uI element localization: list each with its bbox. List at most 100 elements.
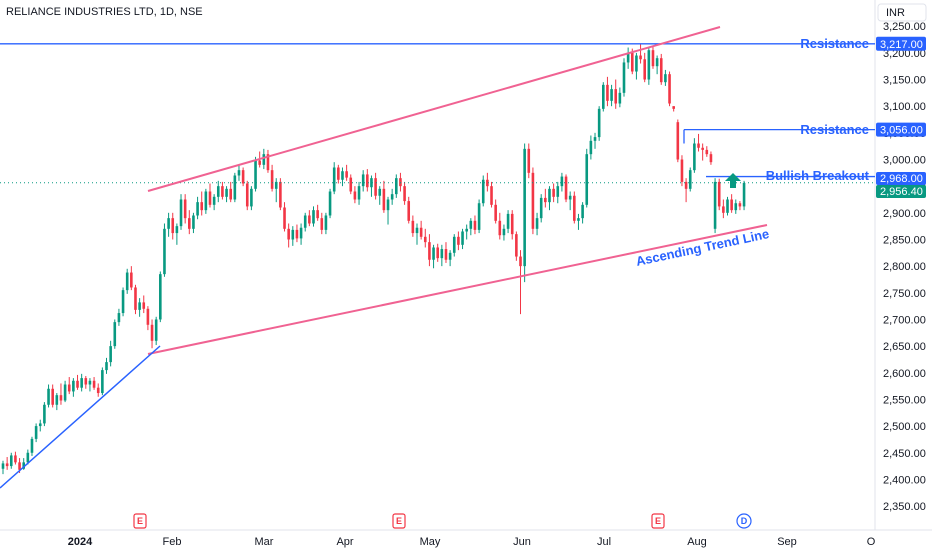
candle-body [142,302,146,309]
x-tick-label: Apr [336,536,353,548]
candle-body [43,404,46,424]
candle-body [655,58,659,67]
candle-body [494,204,497,221]
candle-body [113,322,117,347]
candle-body [647,50,651,80]
annotation-resistance-2: Resistance [800,122,869,137]
candle-body [486,179,489,187]
x-tick-label: Jun [513,536,531,548]
candle-body [403,186,406,202]
candle-body [461,231,464,245]
y-tick-label: 2,400.00 [883,474,926,486]
candle-body [163,228,166,275]
candle-body [626,52,630,63]
candle-body [92,380,96,388]
currency-selector[interactable]: INR [877,3,927,22]
price-tag-3217-bg [876,36,926,51]
earnings-marker-label: E [396,516,402,526]
candle-body [341,171,344,180]
candle-body [299,227,303,239]
candle-body [614,89,618,104]
candle-body [705,149,709,155]
candle-body [444,249,448,260]
candle-body [742,182,746,207]
y-tick-label: 2,750.00 [883,288,926,300]
candle-body [146,308,150,325]
currency-label: INR [886,7,905,19]
candle-body [9,455,13,467]
dividend-marker-icon [736,513,752,529]
candle-body [150,324,154,341]
candle-body [337,167,340,180]
y-tick-label: 2,550.00 [883,394,926,406]
candle-body [370,178,373,188]
candle-body [332,167,336,192]
candle-body [105,362,108,371]
candle-body [353,191,357,200]
candle-body [676,122,680,160]
candle-body [593,137,597,141]
support-trend-line [0,345,161,489]
candle-body [183,199,187,219]
candle-body [283,207,286,229]
candle-body [395,178,398,195]
y-tick-label: 2,650.00 [883,341,926,353]
x-axis: 2024 Feb Mar Apr May Jun Jul Aug Sep O [68,536,876,548]
y-tick-label: 2,900.00 [883,208,926,220]
candle-body [680,159,684,182]
y-tick-label: 2,800.00 [883,261,926,273]
candle-body [448,252,452,260]
x-tick-label: 2024 [68,536,93,548]
candle-body [465,228,468,232]
candle-body [216,186,220,197]
candle-body [233,175,237,200]
candle-body [22,462,25,469]
candle-body [552,188,555,197]
candle-body [548,188,551,203]
candle-body [382,188,386,211]
candle-body [138,302,141,310]
candle-body [5,463,9,467]
annotation-bullish-breakout: Bullish Breakout [766,168,870,183]
candle-body [225,188,228,197]
candle-body [664,74,667,83]
candle-body [345,171,348,178]
candle-body [602,84,605,109]
candle-body [279,181,282,208]
candle-body [560,176,564,187]
candle-body [47,388,50,405]
candle-body [585,154,589,205]
earnings-marker-label: E [655,516,661,526]
candle-body [415,227,419,234]
candle-body [722,206,725,213]
candle-body [564,176,568,200]
candle-body [237,170,241,176]
candle-body [515,234,518,257]
channel-upper-line [147,26,721,192]
candle-body [688,170,692,189]
candle-body [63,384,67,401]
candle-body [258,160,261,165]
annotation-resistance-1: Resistance [800,36,869,51]
candle-body [378,188,382,196]
candle-body [734,203,738,211]
candle-body [726,199,729,213]
candle-body [697,143,700,148]
candle-body [399,178,402,187]
candle-body [589,140,593,155]
candle-body [274,181,278,189]
candle-body [117,313,121,323]
candle-body [18,462,21,470]
candle-body [192,215,195,229]
candle-body [469,220,473,229]
candle-body [490,186,493,205]
earnings-marker-icon [392,513,406,529]
candle-body [544,197,547,203]
candle-body [125,272,129,291]
candle-body [328,191,332,216]
x-tick-label: Sep [777,536,797,548]
x-tick-label: Aug [687,536,707,548]
candle-body [320,218,324,230]
